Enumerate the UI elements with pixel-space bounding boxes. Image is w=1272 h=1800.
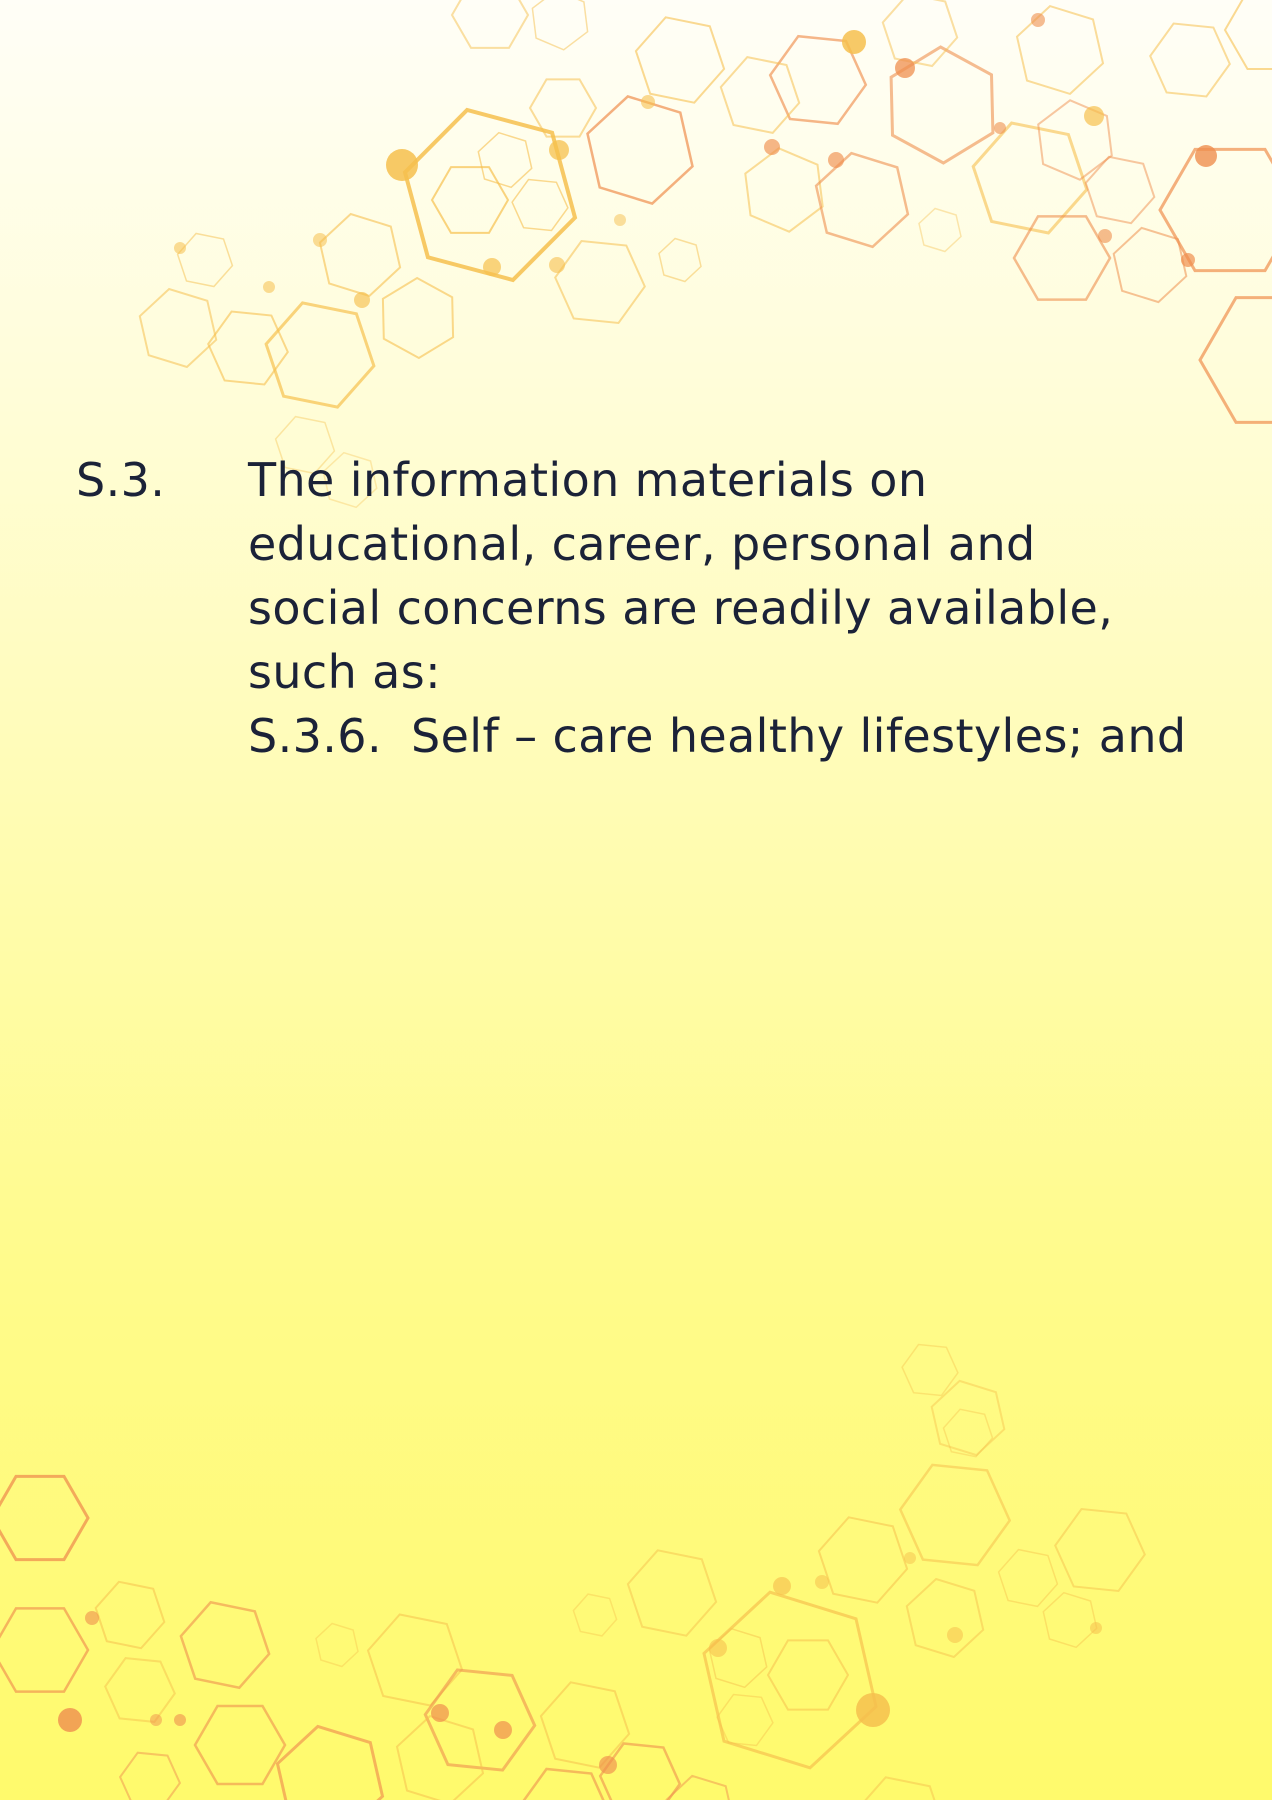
section-text: The information materials on educational… (248, 453, 1114, 699)
section-number: S.3. (76, 453, 166, 507)
subitem-text: Self – care healthy lifestyles; and (411, 709, 1187, 763)
subitem-number: S.3.6. (248, 709, 382, 763)
